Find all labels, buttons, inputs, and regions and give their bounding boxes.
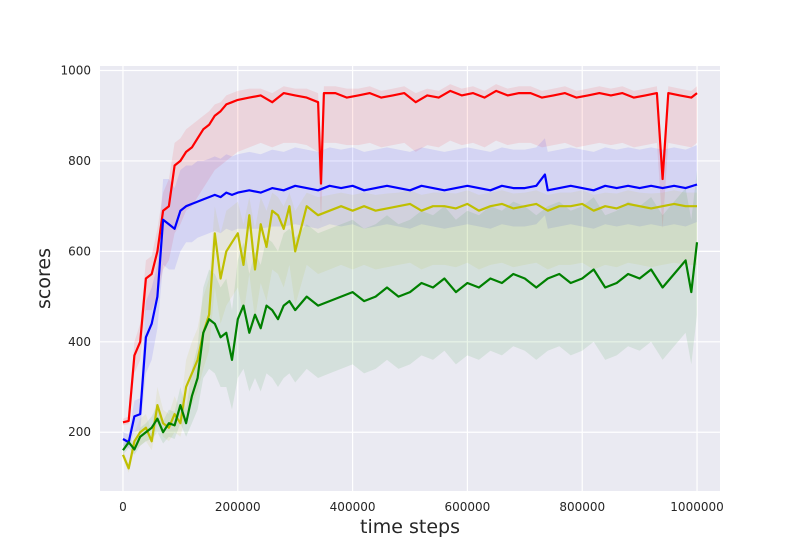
series-1-band <box>123 84 697 426</box>
x-tick-label: 200000 <box>215 500 261 514</box>
series-2-line <box>122 173 698 444</box>
series-lines <box>121 89 699 470</box>
plot-background <box>100 66 720 491</box>
y-tick-label: 800 <box>68 154 91 168</box>
y-axis-label: scores <box>33 248 55 309</box>
x-tick-label: 800000 <box>559 500 605 514</box>
x-tick-label: 0 <box>119 500 127 514</box>
y-tick-label: 1000 <box>60 64 91 78</box>
series-4-line <box>122 242 699 451</box>
tick-labels: 0 200000 400000 600000 800000 1000000 200 400 60… <box>60 64 723 514</box>
series-1-line <box>122 89 698 424</box>
y-tick-label: 400 <box>68 335 91 349</box>
y-tick-label: 600 <box>68 244 91 258</box>
grid-lines <box>100 66 720 491</box>
series-3-line <box>121 202 697 470</box>
x-tick-label: 600000 <box>445 500 491 514</box>
x-tick-label: 400000 <box>330 500 376 514</box>
x-axis-label: time steps <box>360 516 460 538</box>
series-2-band <box>123 138 697 449</box>
x-tick-label: 1000000 <box>670 500 723 514</box>
y-tick-label: 200 <box>68 425 91 439</box>
series-3-band <box>123 190 697 473</box>
